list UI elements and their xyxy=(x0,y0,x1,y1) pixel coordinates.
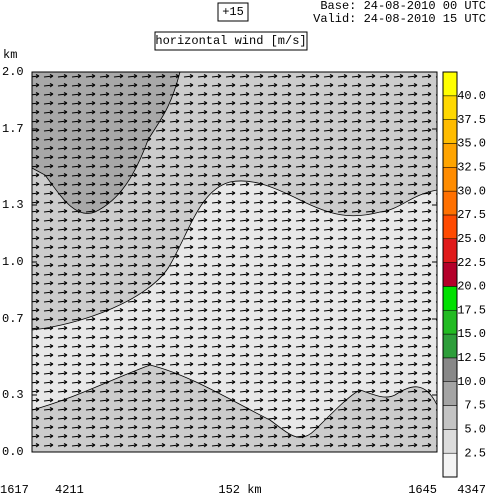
valid-time: Valid: 24-08-2010 15 UTC xyxy=(313,12,486,26)
colorbar-tick-label: 15.0 xyxy=(457,327,486,341)
y-tick-label: 1.0 xyxy=(2,255,24,269)
colorbar-segment xyxy=(442,167,458,192)
colorbar-tick-label: 5.0 xyxy=(464,423,486,437)
field xyxy=(32,72,437,452)
colorbar-segment xyxy=(442,119,458,144)
colorbar-segment xyxy=(442,381,458,406)
colorbar-tick-label: 17.5 xyxy=(457,303,486,317)
step-box xyxy=(217,2,249,22)
colorbar-segment xyxy=(442,452,458,478)
colorbar-segment xyxy=(442,143,458,168)
chart-title: horizontal wind [m/s] xyxy=(155,34,306,48)
colorbar-segment xyxy=(442,190,458,216)
colorbar-segment xyxy=(442,286,458,311)
colorbar-tick-label: 40.0 xyxy=(457,89,486,103)
colorbar-tick-label: 7.5 xyxy=(464,399,486,413)
colorbar-segment xyxy=(442,333,458,359)
title-box xyxy=(154,31,308,51)
y-tick-label: 0.7 xyxy=(2,312,24,326)
colorbar-tick-label: 37.5 xyxy=(457,113,486,127)
colorbar-segment xyxy=(442,238,458,263)
x-label: 1645 xyxy=(408,483,437,497)
colorbar-tick-label: 12.5 xyxy=(457,351,486,365)
base-time: Base: 24-08-2010 00 UTC xyxy=(320,0,486,13)
colorbar-segment xyxy=(442,95,458,120)
colorbar-tick-label: 2.5 xyxy=(464,446,486,460)
x-label: 152 km xyxy=(218,483,261,497)
y-tick-label: 0.3 xyxy=(2,388,24,402)
colorbar-segment xyxy=(442,357,458,382)
colorbar-tick-label: 32.5 xyxy=(457,160,486,174)
colorbar-segment xyxy=(442,71,458,97)
colorbar-segment xyxy=(442,429,458,454)
step: +15 xyxy=(222,5,244,19)
y-tick-label: 0.0 xyxy=(2,445,24,459)
colorbar-tick-label: 35.0 xyxy=(457,137,486,151)
colorbar-tick-label: 10.0 xyxy=(457,375,486,389)
colorbar-tick-label: 22.5 xyxy=(457,256,486,270)
x-label: 1617 xyxy=(0,483,29,497)
y-tick-label: 2.0 xyxy=(2,65,24,79)
colorbar-tick-label: 30.0 xyxy=(457,184,486,198)
y-axis-label: km xyxy=(3,48,17,62)
colorbar-tick-label: 27.5 xyxy=(457,208,486,222)
y-tick-label: 1.7 xyxy=(2,122,24,136)
colorbar-segment xyxy=(442,309,458,335)
wind-arrows xyxy=(32,72,437,452)
colorbar-segment xyxy=(442,262,458,287)
colorbar-tick-label: 20.0 xyxy=(457,280,486,294)
colorbar-segment xyxy=(442,214,458,240)
x-label: 4347 xyxy=(457,483,486,497)
colorbar-segment xyxy=(442,405,458,430)
colorbar-tick-label: 25.0 xyxy=(457,232,486,246)
colorbar-frame xyxy=(442,71,458,478)
y-tick-label: 1.3 xyxy=(2,198,24,212)
x-label: 4211 xyxy=(55,483,84,497)
